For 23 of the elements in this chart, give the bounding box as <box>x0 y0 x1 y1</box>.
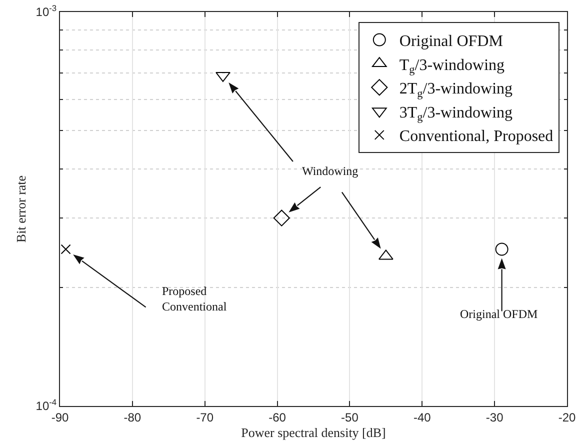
x-axis-title: Power spectral density [dB] <box>241 425 386 440</box>
legend-label: 2T$_{g}$/3-windowing <box>399 80 513 100</box>
point <box>273 210 290 226</box>
annotation: Windowing <box>302 164 358 178</box>
legend-label: Original OFDM <box>399 32 503 50</box>
x-tick-label: -30 <box>486 410 504 424</box>
y-tick-label: 10$^{-3}$ <box>36 3 57 20</box>
x-tick-label: -60 <box>268 410 286 424</box>
point <box>216 72 230 82</box>
legend-label: Conventional, Proposed <box>399 128 554 146</box>
x-tick-label: -70 <box>196 410 214 424</box>
x-tick-label: -20 <box>558 410 576 424</box>
legend-label: T$_{g}$/3-windowing <box>399 56 505 76</box>
y-axis-title: Bit error rate <box>14 175 29 243</box>
annotation: Original OFDM <box>460 307 538 321</box>
x-tick-label: -40 <box>413 410 432 424</box>
point <box>495 242 508 256</box>
annotation: Proposed Conventional <box>162 284 228 314</box>
legend-label: 3T$_{g}$/3-windowing <box>399 104 513 124</box>
x-tick-label: -80 <box>124 410 142 424</box>
point <box>60 244 71 254</box>
point <box>378 250 394 260</box>
x-tick-label: -50 <box>341 410 359 424</box>
